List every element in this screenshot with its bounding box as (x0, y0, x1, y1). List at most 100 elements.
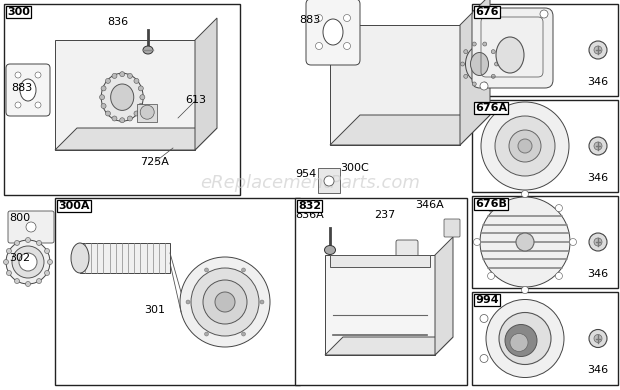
Circle shape (594, 142, 602, 150)
Circle shape (480, 355, 488, 362)
Circle shape (556, 273, 562, 280)
Circle shape (594, 238, 602, 246)
Circle shape (37, 278, 42, 284)
Circle shape (45, 248, 50, 254)
Ellipse shape (509, 130, 541, 162)
Text: 346A: 346A (415, 200, 445, 210)
Circle shape (343, 43, 350, 50)
Ellipse shape (110, 84, 134, 110)
Text: 346: 346 (587, 173, 609, 183)
Circle shape (589, 330, 607, 347)
Circle shape (134, 111, 139, 116)
Circle shape (491, 50, 495, 54)
Circle shape (35, 102, 41, 108)
Circle shape (464, 74, 467, 78)
Ellipse shape (486, 300, 564, 378)
Ellipse shape (101, 73, 143, 121)
Polygon shape (195, 18, 217, 150)
Text: 302: 302 (9, 253, 30, 263)
Circle shape (594, 335, 602, 342)
Text: 676A: 676A (475, 103, 507, 113)
Ellipse shape (215, 292, 235, 312)
Circle shape (343, 14, 350, 21)
Circle shape (521, 190, 528, 197)
Ellipse shape (510, 333, 528, 351)
Circle shape (15, 102, 21, 108)
Circle shape (316, 14, 322, 21)
Circle shape (472, 42, 476, 46)
Ellipse shape (12, 246, 44, 278)
Circle shape (472, 82, 476, 86)
Text: 613: 613 (185, 95, 206, 105)
Circle shape (6, 271, 11, 275)
Text: 346: 346 (587, 77, 609, 87)
Circle shape (480, 314, 488, 323)
Circle shape (15, 72, 21, 78)
Ellipse shape (180, 257, 270, 347)
FancyBboxPatch shape (444, 219, 460, 237)
Circle shape (186, 300, 190, 304)
Circle shape (140, 95, 145, 100)
Ellipse shape (140, 105, 154, 119)
Text: 346: 346 (587, 269, 609, 279)
Circle shape (37, 241, 42, 245)
Circle shape (138, 103, 143, 108)
Circle shape (25, 282, 30, 287)
Text: 836: 836 (107, 17, 128, 27)
Ellipse shape (143, 46, 153, 54)
Circle shape (101, 103, 106, 108)
Text: 676: 676 (475, 7, 498, 17)
Bar (4, 4, 240, 195)
FancyBboxPatch shape (472, 8, 553, 88)
Ellipse shape (323, 19, 343, 45)
Ellipse shape (505, 324, 537, 356)
Circle shape (134, 78, 139, 83)
Bar (80, 243, 170, 273)
Ellipse shape (466, 46, 494, 82)
Circle shape (242, 332, 246, 336)
Circle shape (14, 278, 19, 284)
Circle shape (594, 46, 602, 54)
Circle shape (491, 74, 495, 78)
Ellipse shape (516, 233, 534, 251)
Text: 725A: 725A (141, 157, 169, 167)
Circle shape (474, 239, 480, 245)
Bar (318, 168, 340, 193)
Circle shape (242, 268, 246, 272)
Circle shape (120, 72, 125, 77)
Circle shape (128, 73, 133, 78)
Circle shape (128, 116, 133, 121)
Circle shape (483, 42, 487, 46)
Circle shape (521, 287, 528, 294)
Circle shape (25, 238, 30, 243)
Circle shape (4, 259, 9, 264)
Text: 301: 301 (144, 305, 166, 315)
Circle shape (14, 241, 19, 245)
Text: 883: 883 (299, 15, 321, 25)
Circle shape (495, 62, 498, 66)
Text: 237: 237 (374, 210, 396, 220)
Text: 994: 994 (475, 295, 498, 305)
Circle shape (112, 116, 117, 121)
Bar (330, 255, 430, 267)
Ellipse shape (191, 268, 259, 336)
Bar (137, 104, 157, 122)
Ellipse shape (19, 253, 37, 271)
Bar (330, 25, 460, 145)
Bar (295, 198, 467, 385)
Circle shape (6, 248, 11, 254)
Text: 800: 800 (9, 213, 30, 223)
Bar (472, 292, 618, 385)
Circle shape (35, 72, 41, 78)
Circle shape (570, 239, 577, 245)
Ellipse shape (495, 116, 555, 176)
Text: 836A: 836A (296, 210, 324, 220)
Text: 883: 883 (11, 83, 33, 93)
Ellipse shape (471, 53, 489, 76)
Circle shape (487, 205, 495, 211)
Text: 300C: 300C (340, 163, 370, 173)
Circle shape (205, 268, 208, 272)
Ellipse shape (480, 197, 570, 287)
Ellipse shape (6, 240, 50, 284)
Circle shape (480, 10, 488, 18)
